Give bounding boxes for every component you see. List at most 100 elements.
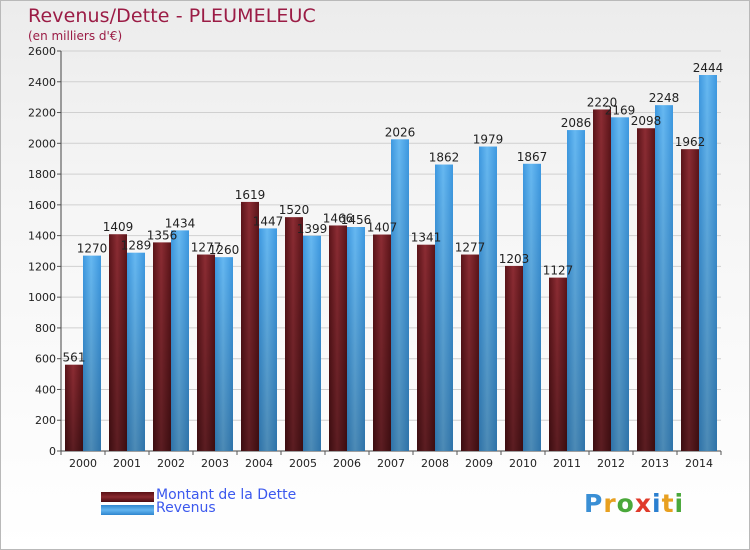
x-tick-label: 2011 — [553, 457, 581, 470]
chart-title: Revenus/Dette - PLEUMELEUC — [28, 5, 316, 27]
bar-revenue-shade — [611, 117, 629, 452]
data-label-revenue: 1862 — [429, 151, 460, 165]
x-tick-label: 2001 — [113, 457, 141, 470]
data-label-revenue: 2026 — [385, 125, 416, 139]
x-tick-label: 2003 — [201, 457, 229, 470]
x-tick-label: 2012 — [597, 457, 625, 470]
y-tick-label: 400 — [35, 383, 56, 396]
x-tick-label: 2004 — [245, 457, 273, 470]
x-tick-label: 2005 — [289, 457, 317, 470]
y-tick-label: 800 — [35, 322, 56, 335]
data-label-debt: 1962 — [675, 135, 706, 149]
data-label-revenue: 2169 — [605, 103, 636, 117]
bar-revenue-shade — [347, 227, 365, 451]
bar-debt-shade — [285, 217, 303, 451]
data-label-revenue: 1434 — [165, 216, 196, 230]
x-tick-label: 2014 — [685, 457, 713, 470]
legend-label-debt: Montant de la Dette — [156, 487, 297, 503]
bars — [65, 75, 717, 452]
proxiti-logo: Proxiti — [584, 489, 684, 518]
x-tick-label: 2007 — [377, 457, 405, 470]
data-label-revenue: 1447 — [253, 214, 284, 228]
bar-revenue-shade — [523, 163, 541, 451]
data-label-debt: 1356 — [147, 228, 178, 242]
chart-subtitle: (en milliers d'€) — [28, 29, 123, 43]
y-tick-label: 2600 — [28, 45, 56, 58]
bar-debt-shade — [373, 234, 391, 451]
logo-letter: P — [584, 489, 604, 518]
logo-letter: t — [661, 489, 675, 518]
data-label-debt: 1466 — [323, 211, 354, 225]
bar-debt-shade — [329, 225, 347, 451]
bar-revenue-shade — [479, 146, 497, 452]
bar-debt-shade — [417, 244, 435, 451]
bar-debt-shade — [153, 242, 171, 451]
legend-swatch-debt — [101, 492, 154, 502]
x-tick-label: 2008 — [421, 457, 449, 470]
bar-debt-shade — [197, 254, 215, 451]
data-label-debt: 1203 — [499, 252, 530, 266]
y-tick-label: 2000 — [28, 137, 56, 150]
data-label-debt: 1341 — [411, 231, 442, 245]
data-label-debt: 1407 — [367, 221, 398, 235]
data-label-debt: 1619 — [235, 188, 266, 202]
bar-revenue-shade — [83, 255, 101, 451]
y-tick-label: 0 — [49, 445, 56, 458]
y-tick-label: 600 — [35, 353, 56, 366]
y-tick-label: 1200 — [28, 260, 56, 273]
x-tick-label: 2002 — [157, 457, 185, 470]
data-label-revenue: 1399 — [297, 222, 328, 236]
bar-debt-shade — [505, 265, 523, 451]
y-tick-label: 1800 — [28, 168, 56, 181]
data-label-revenue: 2444 — [693, 61, 724, 75]
x-tick-label: 2009 — [465, 457, 493, 470]
x-tick-label: 2006 — [333, 457, 361, 470]
bar-revenue-shade — [303, 235, 321, 451]
bar-revenue-shade — [567, 130, 585, 452]
logo-letter: i — [674, 489, 685, 518]
y-tick-label: 2400 — [28, 76, 56, 89]
data-label-debt: 1409 — [103, 220, 134, 234]
data-label-debt: 2098 — [631, 114, 662, 128]
bar-revenue-shade — [655, 105, 673, 452]
bar-debt-shade — [549, 277, 567, 451]
y-tick-label: 200 — [35, 414, 56, 427]
bar-debt-shade — [681, 149, 699, 451]
data-label-revenue: 1270 — [77, 242, 108, 256]
data-label-revenue: 1979 — [473, 133, 504, 147]
data-label-debt: 1277 — [191, 241, 222, 255]
bar-revenue-shade — [127, 252, 145, 451]
logo-letter: i — [652, 489, 662, 518]
data-label-revenue: 2086 — [561, 116, 592, 130]
bar-debt-shade — [65, 364, 83, 451]
legend-label-revenue: Revenus — [156, 500, 216, 516]
y-tick-label: 2200 — [28, 107, 56, 120]
data-label-revenue: 1867 — [517, 150, 548, 164]
data-label-revenue: 1456 — [341, 213, 372, 227]
bar-debt-shade — [593, 109, 611, 451]
data-label-debt: 561 — [63, 351, 86, 365]
bar-revenue-shade — [171, 230, 189, 451]
x-tick-label: 2000 — [69, 457, 97, 470]
bar-revenue-shade — [259, 228, 277, 451]
data-label-revenue: 2248 — [649, 91, 680, 105]
data-labels: 5611270140912891356143412771260161914471… — [63, 61, 724, 365]
data-label-debt: 1520 — [279, 203, 310, 217]
axes: 0 200 400 600 800 1000 1200 1400 1600 1800 2000 220… — [28, 45, 722, 470]
data-label-debt: 1127 — [543, 264, 574, 278]
y-tick-label: 1000 — [28, 291, 56, 304]
logo-letter: x — [634, 489, 652, 518]
legend-swatch-revenue — [101, 505, 154, 515]
bar-revenue-shade — [435, 164, 453, 452]
bar-revenue-shade — [699, 75, 717, 451]
bar-revenue-shade — [215, 257, 233, 451]
bar-debt-shade — [109, 234, 127, 451]
data-label-revenue: 1289 — [121, 239, 152, 253]
bar-revenue-shade — [391, 139, 409, 452]
x-tick-label: 2013 — [641, 457, 669, 470]
logo-letter: r — [603, 489, 617, 518]
data-label-debt: 1277 — [455, 241, 486, 255]
y-tick-label: 1600 — [28, 199, 56, 212]
